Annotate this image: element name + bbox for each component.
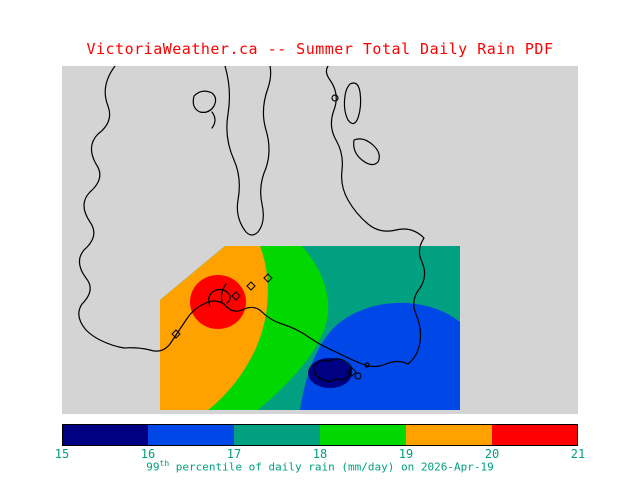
page-title: VictoriaWeather.ca -- Summer Total Daily… — [0, 40, 640, 58]
contour-field — [160, 246, 460, 410]
caption-text: percentile of daily rain (mm/day) on 202… — [169, 460, 494, 474]
page-title-text: VictoriaWeather.ca -- Summer Total Daily… — [86, 40, 554, 58]
caption-superscript: th — [159, 459, 170, 468]
weather-map — [62, 66, 578, 414]
colorbar-tick-label: 15 — [54, 447, 70, 461]
colorbar-segment-20-21 — [492, 424, 578, 446]
colorbar-segment-15-16 — [62, 424, 148, 446]
colorbar-tick-label: 18 — [312, 447, 328, 461]
station-markers — [171, 273, 357, 377]
colorbar — [62, 424, 578, 446]
islet-south-a — [354, 372, 362, 380]
station-marker — [231, 291, 241, 301]
colorbar-tick-label: 19 — [398, 447, 414, 461]
station-marker — [347, 367, 357, 377]
colorbar-segment-16-17 — [148, 424, 234, 446]
coastline-main — [78, 66, 426, 368]
coastline-sooke-basin — [208, 283, 231, 307]
coastline-saanich-inlet — [224, 66, 272, 236]
colorbar-tick-label: 16 — [140, 447, 156, 461]
colorbar-segment-19-20 — [406, 424, 492, 446]
colorbar-caption: 99th percentile of daily rain (mm/day) o… — [0, 459, 640, 474]
caption-value: 99 — [146, 460, 160, 474]
island-northwest — [192, 90, 217, 129]
islet-north — [331, 94, 339, 102]
contour-region-15-16 — [308, 358, 352, 388]
colorbar-ticks: 15 16 17 18 19 20 21 — [55, 447, 585, 461]
islet-south-b — [364, 362, 370, 368]
station-marker — [246, 281, 256, 291]
colorbar-tick-label: 21 — [570, 447, 586, 461]
colorbar-segment-17-18 — [234, 424, 320, 446]
coastlines — [78, 66, 426, 382]
colorbar-border — [62, 424, 578, 446]
colorbar-tick-label: 17 — [226, 447, 242, 461]
island-northeast-long — [343, 82, 362, 125]
island-northeast-round — [353, 138, 380, 166]
colorbar-segment-18-19 — [320, 424, 406, 446]
station-marker — [171, 329, 181, 339]
colorbar-tick-label: 20 — [484, 447, 500, 461]
station-marker — [263, 273, 273, 283]
